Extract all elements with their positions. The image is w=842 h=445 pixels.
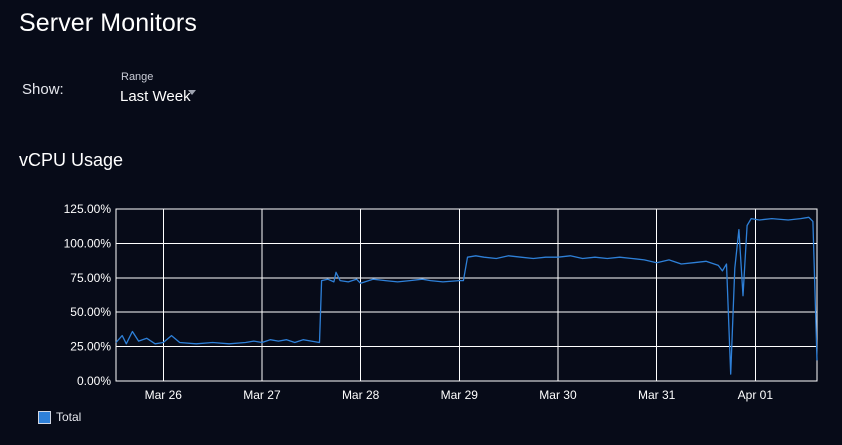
x-tick-label: Apr 01 [738, 388, 774, 402]
dropdown-caret-icon[interactable] [188, 90, 196, 95]
legend-label-total: Total [56, 410, 82, 424]
y-tick-label: 25.00% [70, 340, 111, 354]
x-tick-label: Mar 31 [638, 388, 676, 402]
y-tick-label: 125.00% [64, 202, 112, 216]
legend-swatch-total[interactable] [38, 410, 51, 424]
y-tick-label: 50.00% [70, 305, 111, 319]
y-tick-label: 100.00% [64, 236, 112, 250]
y-tick-label: 75.00% [70, 271, 111, 285]
show-label: Show: [22, 81, 64, 98]
x-tick-label: Mar 30 [539, 388, 577, 402]
series-line-total [115, 216, 818, 375]
x-tick-label: Mar 26 [145, 388, 183, 402]
x-tick-label: Mar 27 [243, 388, 281, 402]
range-label: Range [121, 71, 154, 83]
x-tick-label: Mar 28 [342, 388, 380, 402]
chart-title: vCPU Usage [19, 150, 124, 170]
range-value[interactable]: Last Week [120, 88, 191, 105]
range-select[interactable]: Range Last Week [120, 71, 198, 107]
plot-frame [115, 208, 818, 382]
y-tick-label: 0.00% [77, 374, 111, 388]
x-tick-label: Mar 29 [441, 388, 479, 402]
page-title: Server Monitors [19, 9, 197, 37]
chart-legend: Total [38, 409, 81, 425]
